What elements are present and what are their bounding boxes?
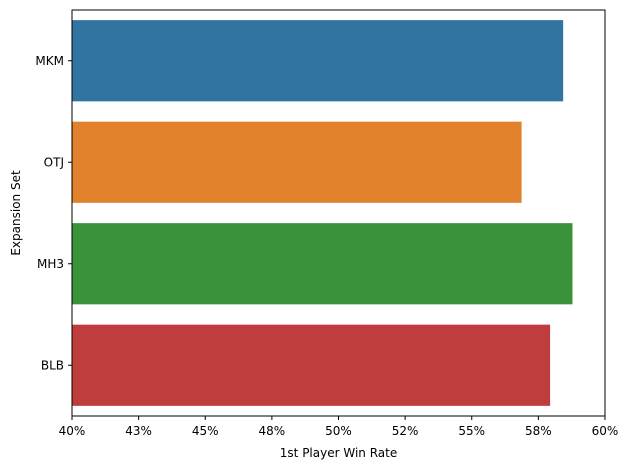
x-tick-label: 52%: [392, 424, 419, 438]
bars-group: [72, 20, 573, 406]
x-tick-label: 50%: [325, 424, 352, 438]
bar-otj: [72, 121, 522, 203]
x-tick-label: 60%: [592, 424, 619, 438]
y-axis-title: Expansion Set: [9, 170, 23, 256]
bar-mkm: [72, 20, 564, 102]
x-tick-label: 58%: [525, 424, 552, 438]
x-tick-label: 55%: [458, 424, 485, 438]
x-tick-label: 45%: [192, 424, 219, 438]
bar-blb: [72, 324, 551, 406]
y-tick-label: MKM: [35, 54, 64, 68]
x-tick-label: 40%: [59, 424, 86, 438]
x-tick-label: 43%: [125, 424, 152, 438]
bar-mh3: [72, 223, 573, 305]
x-axis-ticks: 40% 43% 45% 48% 50% 52% 55% 58% 60%: [59, 416, 619, 438]
y-tick-label: MH3: [37, 257, 64, 271]
y-tick-label: BLB: [41, 358, 64, 372]
y-axis-ticks: MKM OTJ MH3 BLB: [35, 54, 72, 372]
x-axis-title: 1st Player Win Rate: [280, 446, 397, 460]
y-tick-label: OTJ: [44, 155, 64, 169]
x-tick-label: 48%: [259, 424, 286, 438]
